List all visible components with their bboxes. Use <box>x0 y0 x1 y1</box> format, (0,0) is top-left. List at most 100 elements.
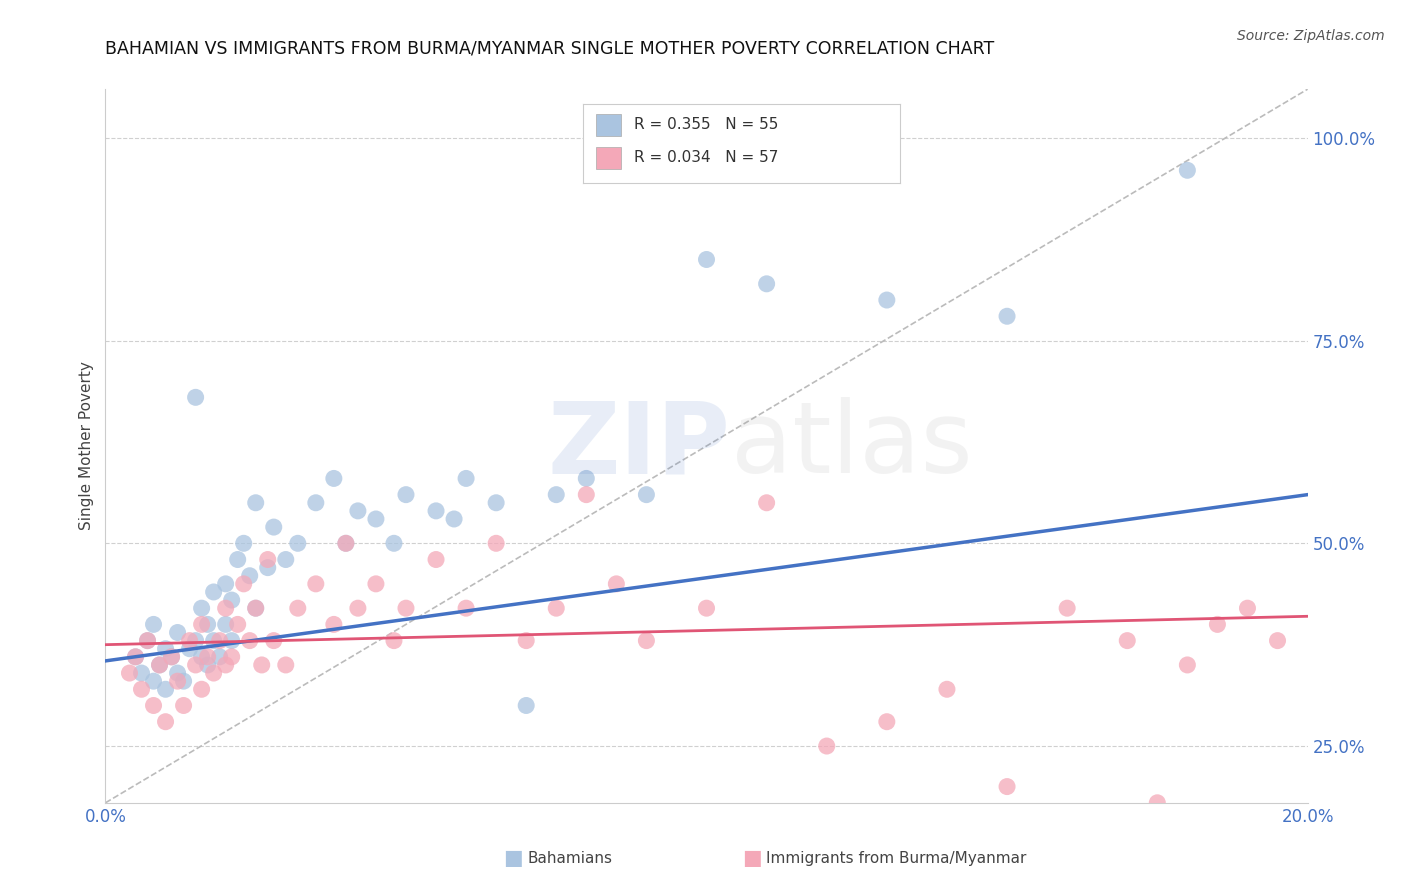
Text: R = 0.355   N = 55: R = 0.355 N = 55 <box>634 117 779 132</box>
Point <box>166 625 188 640</box>
Point <box>250 657 273 672</box>
Point <box>208 649 231 664</box>
Point <box>605 577 627 591</box>
Point <box>995 310 1018 324</box>
Point <box>454 471 477 485</box>
Point <box>155 641 177 656</box>
Point <box>575 488 598 502</box>
Point <box>1146 796 1168 810</box>
Point <box>166 674 188 689</box>
Text: ZIP: ZIP <box>548 398 731 494</box>
Text: atlas: atlas <box>731 398 972 494</box>
Point <box>347 601 370 615</box>
Point <box>124 649 146 664</box>
Point <box>322 617 344 632</box>
Point <box>214 601 236 615</box>
Point <box>197 657 219 672</box>
Point <box>184 657 207 672</box>
Point <box>173 698 195 713</box>
Point <box>515 633 537 648</box>
Point <box>142 698 165 713</box>
Point <box>148 657 170 672</box>
Point <box>245 496 267 510</box>
Point <box>221 633 243 648</box>
Point <box>208 633 231 648</box>
Point <box>1175 163 1198 178</box>
Text: Immigrants from Burma/Myanmar: Immigrants from Burma/Myanmar <box>766 851 1026 865</box>
Point <box>755 496 778 510</box>
Point <box>1175 657 1198 672</box>
Y-axis label: Single Mother Poverty: Single Mother Poverty <box>79 361 94 531</box>
Point <box>190 601 212 615</box>
Point <box>815 739 838 753</box>
Text: R = 0.034   N = 57: R = 0.034 N = 57 <box>634 150 779 165</box>
Point <box>305 577 328 591</box>
Point <box>287 536 309 550</box>
Point <box>232 536 254 550</box>
Point <box>382 633 405 648</box>
Point <box>190 682 212 697</box>
Point <box>214 617 236 632</box>
Bar <box>596 114 621 136</box>
Point <box>485 496 508 510</box>
Point <box>190 617 212 632</box>
Point <box>190 649 212 664</box>
Point <box>1267 633 1289 648</box>
Point <box>155 682 177 697</box>
Point <box>1236 601 1258 615</box>
Point <box>274 552 297 566</box>
Point <box>142 617 165 632</box>
Text: ■: ■ <box>742 848 762 868</box>
Point <box>936 682 959 697</box>
Text: BAHAMIAN VS IMMIGRANTS FROM BURMA/MYANMAR SINGLE MOTHER POVERTY CORRELATION CHAR: BAHAMIAN VS IMMIGRANTS FROM BURMA/MYANMA… <box>105 40 994 58</box>
Point <box>395 488 418 502</box>
Point <box>575 471 598 485</box>
Point <box>148 657 170 672</box>
Bar <box>596 147 621 169</box>
Point <box>425 552 447 566</box>
Point <box>636 633 658 648</box>
Point <box>425 504 447 518</box>
Point <box>995 780 1018 794</box>
Point <box>221 593 243 607</box>
Point <box>263 520 285 534</box>
Point <box>184 390 207 404</box>
Point <box>755 277 778 291</box>
Point <box>245 601 267 615</box>
Point <box>160 649 183 664</box>
Point <box>287 601 309 615</box>
Point <box>263 633 285 648</box>
Point <box>335 536 357 550</box>
Point <box>124 649 146 664</box>
Point <box>1206 617 1229 632</box>
Point <box>142 674 165 689</box>
Point <box>136 633 159 648</box>
Point <box>160 649 183 664</box>
Point <box>118 666 141 681</box>
Point <box>179 641 201 656</box>
Point <box>347 504 370 518</box>
Text: ■: ■ <box>503 848 523 868</box>
Point <box>636 488 658 502</box>
Point <box>179 633 201 648</box>
Text: Source: ZipAtlas.com: Source: ZipAtlas.com <box>1237 29 1385 43</box>
Point <box>546 601 568 615</box>
Point <box>696 601 718 615</box>
Point <box>322 471 344 485</box>
Point <box>184 633 207 648</box>
Text: Bahamians: Bahamians <box>527 851 612 865</box>
Point <box>131 666 153 681</box>
Point <box>197 649 219 664</box>
Point <box>202 666 225 681</box>
Point <box>335 536 357 550</box>
Point <box>443 512 465 526</box>
Point <box>305 496 328 510</box>
Point <box>274 657 297 672</box>
Point <box>696 252 718 267</box>
Point <box>454 601 477 615</box>
Point <box>173 674 195 689</box>
Point <box>202 633 225 648</box>
Point <box>226 617 249 632</box>
Point <box>876 293 898 307</box>
Point <box>202 585 225 599</box>
